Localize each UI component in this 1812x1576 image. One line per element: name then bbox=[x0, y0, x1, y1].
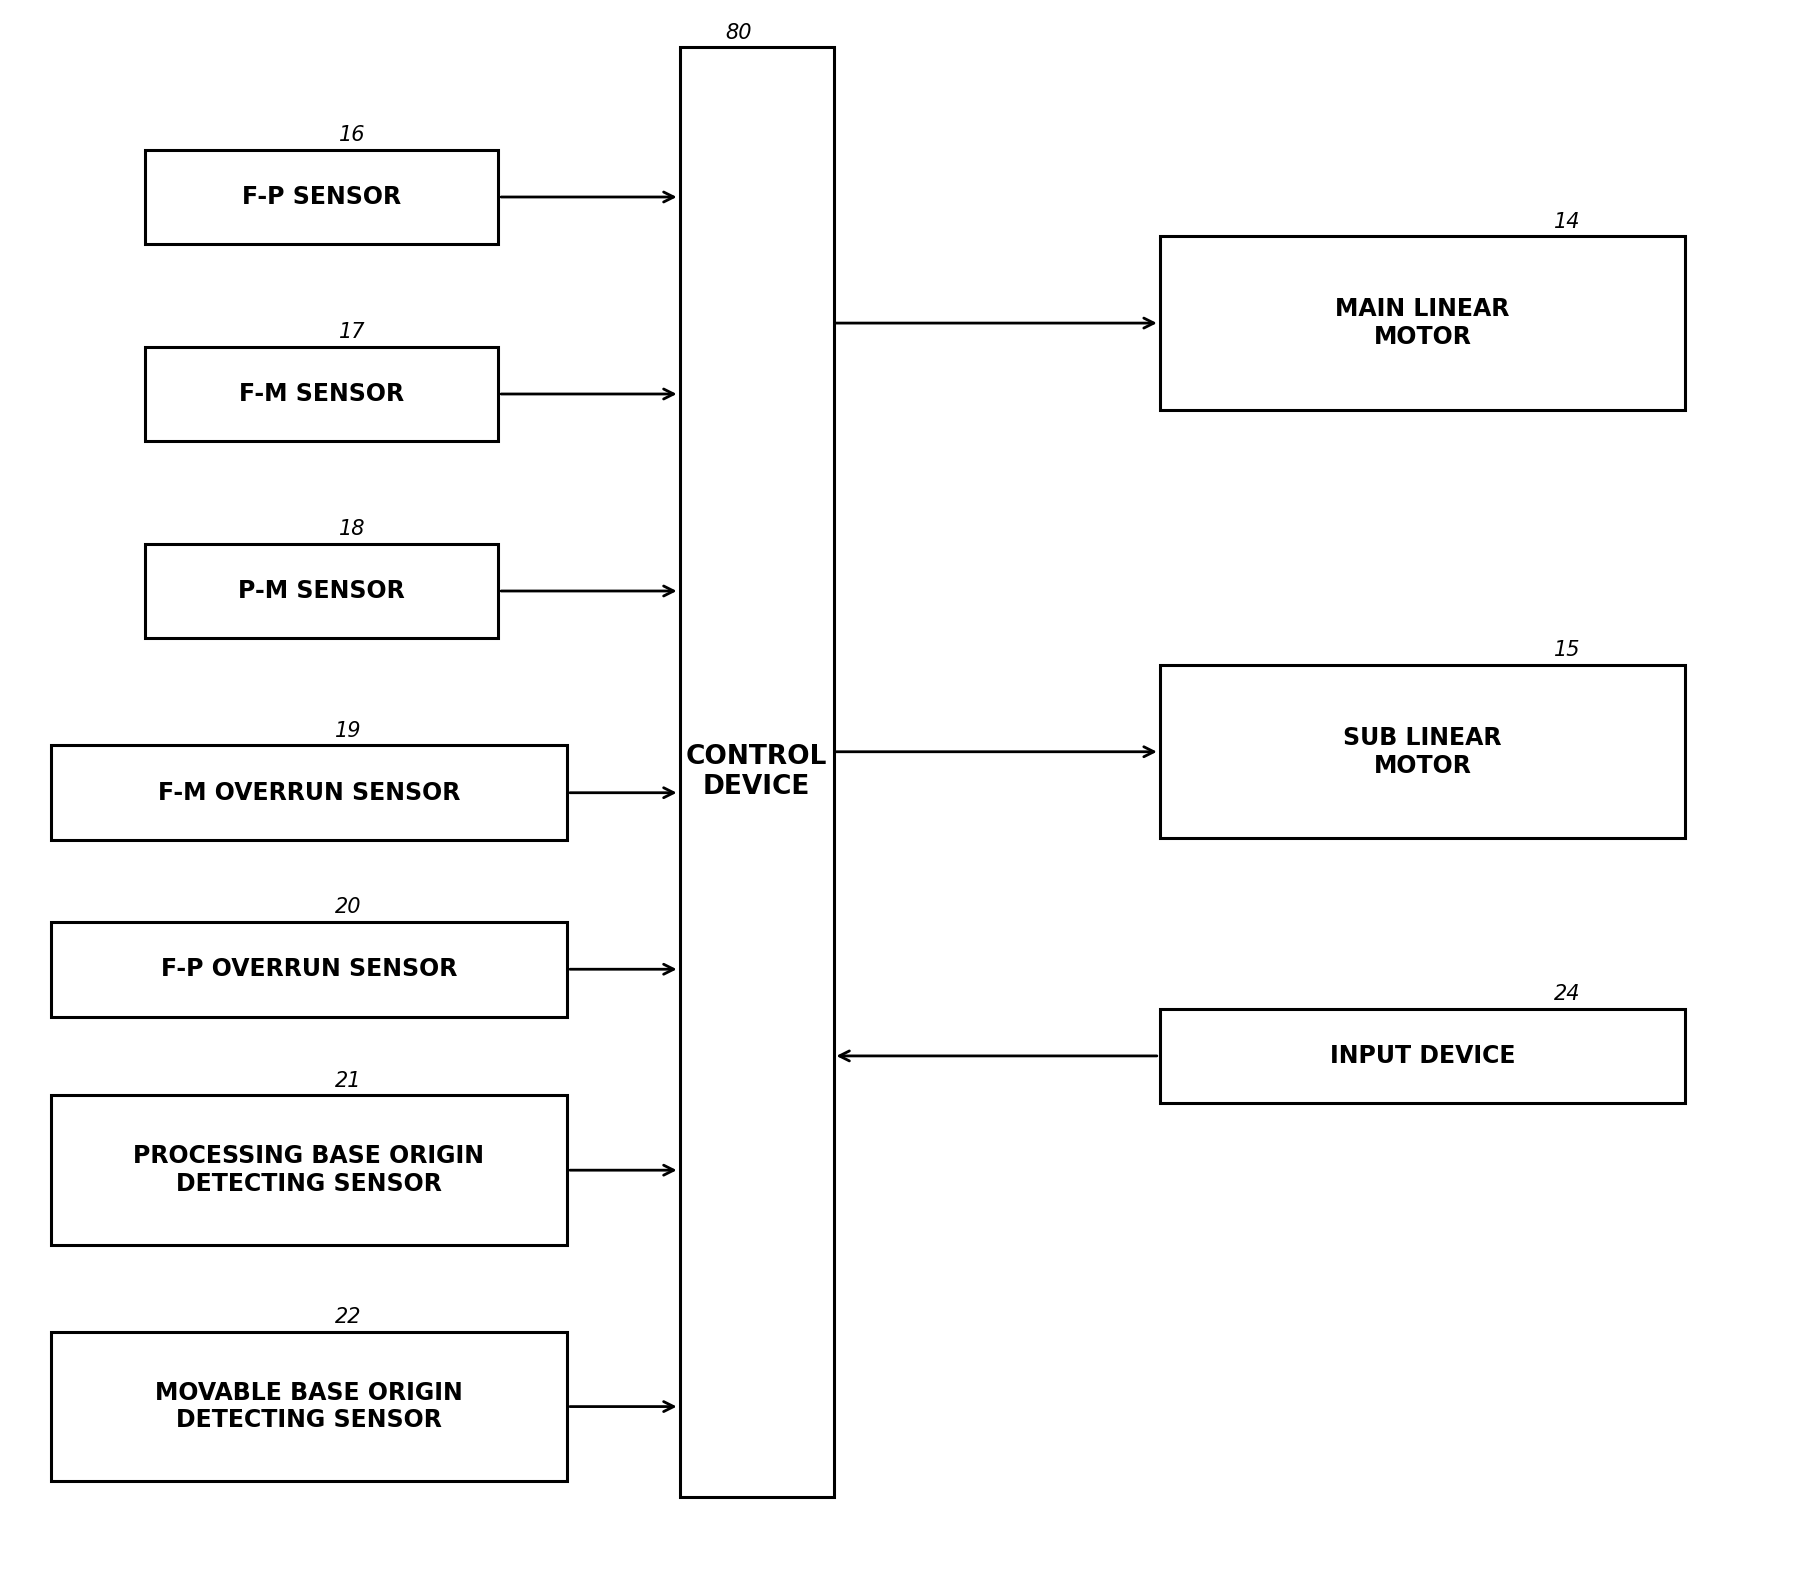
FancyBboxPatch shape bbox=[51, 1332, 567, 1481]
Text: F-P SENSOR: F-P SENSOR bbox=[243, 184, 400, 210]
FancyBboxPatch shape bbox=[51, 745, 567, 840]
Text: F-P OVERRUN SENSOR: F-P OVERRUN SENSOR bbox=[161, 957, 457, 982]
FancyBboxPatch shape bbox=[145, 150, 498, 244]
Text: 22: 22 bbox=[335, 1307, 361, 1327]
Text: F-M OVERRUN SENSOR: F-M OVERRUN SENSOR bbox=[158, 780, 460, 805]
Text: 17: 17 bbox=[339, 322, 366, 342]
Text: P-M SENSOR: P-M SENSOR bbox=[237, 578, 406, 604]
FancyBboxPatch shape bbox=[680, 47, 834, 1497]
FancyBboxPatch shape bbox=[1160, 1009, 1685, 1103]
Text: 24: 24 bbox=[1553, 983, 1580, 1004]
Text: F-M SENSOR: F-M SENSOR bbox=[239, 381, 404, 407]
FancyBboxPatch shape bbox=[51, 1095, 567, 1245]
FancyBboxPatch shape bbox=[145, 544, 498, 638]
FancyBboxPatch shape bbox=[51, 922, 567, 1017]
FancyBboxPatch shape bbox=[1160, 236, 1685, 410]
Text: 14: 14 bbox=[1553, 211, 1580, 232]
Text: 16: 16 bbox=[339, 125, 366, 145]
Text: CONTROL
DEVICE: CONTROL DEVICE bbox=[685, 744, 828, 801]
Text: INPUT DEVICE: INPUT DEVICE bbox=[1330, 1043, 1515, 1069]
Text: SUB LINEAR
MOTOR: SUB LINEAR MOTOR bbox=[1343, 727, 1502, 777]
Text: PROCESSING BASE ORIGIN
DETECTING SENSOR: PROCESSING BASE ORIGIN DETECTING SENSOR bbox=[134, 1144, 484, 1196]
Text: 15: 15 bbox=[1553, 640, 1580, 660]
FancyBboxPatch shape bbox=[1160, 665, 1685, 838]
FancyBboxPatch shape bbox=[145, 347, 498, 441]
Text: MOVABLE BASE ORIGIN
DETECTING SENSOR: MOVABLE BASE ORIGIN DETECTING SENSOR bbox=[156, 1381, 462, 1433]
Text: 21: 21 bbox=[335, 1070, 361, 1091]
Text: MAIN LINEAR
MOTOR: MAIN LINEAR MOTOR bbox=[1335, 298, 1509, 348]
Text: 80: 80 bbox=[725, 22, 752, 43]
Text: 19: 19 bbox=[335, 720, 361, 741]
Text: 18: 18 bbox=[339, 519, 366, 539]
Text: 20: 20 bbox=[335, 897, 361, 917]
